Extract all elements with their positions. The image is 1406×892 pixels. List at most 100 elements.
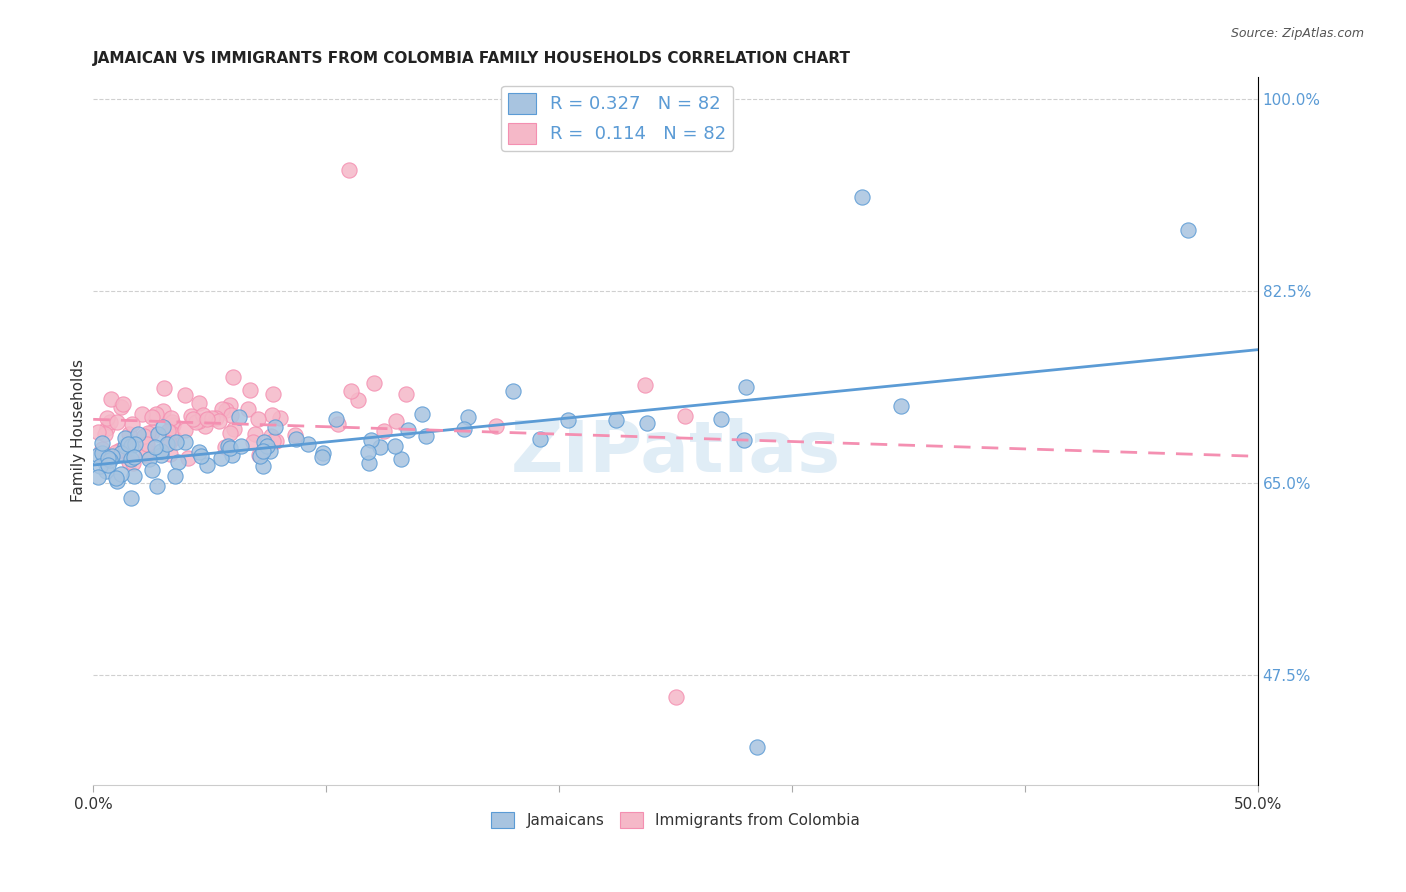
Point [264,434,287,448]
Point [311,450,333,465]
Point [190,449,212,463]
Point [157,424,180,438]
Point [177,450,200,465]
Point [101,449,124,463]
Point [262,434,284,448]
Point [194,419,217,434]
Point [262,386,284,401]
Point [105,415,128,429]
Point [385,413,408,427]
Point [97,451,120,466]
Point [219,441,242,455]
Point [411,408,433,422]
Point [90,442,112,457]
Point [118,455,141,469]
Point [675,409,697,423]
Point [211,401,233,416]
Point [735,380,758,394]
Point [221,369,243,384]
Point [141,463,163,477]
Point [132,429,155,443]
Point [284,433,307,447]
Point [453,422,475,436]
Point [246,412,269,426]
Point [160,415,183,429]
Point [284,428,307,442]
Text: ZIPatlas: ZIPatlas [510,417,841,486]
Point [851,190,873,204]
Point [120,491,142,505]
Point [239,383,262,397]
Point [124,450,146,464]
Point [485,419,508,434]
Point [260,429,283,443]
Point [229,439,252,453]
Point [605,413,627,427]
Point [112,397,135,411]
Point [149,448,172,462]
Point [135,443,157,458]
Point [733,433,755,447]
Point [152,420,174,434]
Point [253,435,276,450]
Point [262,408,284,422]
Point [188,396,211,410]
Point [710,411,733,425]
Point [373,424,395,438]
Point [145,407,167,421]
Point [457,409,479,424]
Point [159,447,181,461]
Point [264,420,287,434]
Point [173,388,195,402]
Point [159,410,181,425]
Point [94,464,117,478]
Point [340,384,363,399]
Point [195,458,218,472]
Point [208,414,231,428]
Point [105,471,128,485]
Point [117,436,139,450]
Point [94,426,117,441]
Point [209,450,232,465]
Point [215,402,238,417]
Point [219,425,242,440]
Point [96,458,118,472]
Point [107,474,129,488]
Point [326,417,349,431]
Point [415,429,437,443]
Point [114,431,136,445]
Point [357,456,380,470]
Point [325,412,347,426]
Point [269,411,291,425]
Point [127,427,149,442]
Point [357,444,380,458]
Point [135,437,157,451]
Point [297,437,319,451]
Point [188,414,211,428]
Point [174,423,197,437]
Text: Source: ZipAtlas.com: Source: ZipAtlas.com [1230,27,1364,40]
Point [236,401,259,416]
Point [108,442,131,457]
Y-axis label: Family Households: Family Households [72,359,86,502]
Point [228,409,250,424]
Point [160,425,183,440]
Point [242,434,264,449]
Point [96,410,118,425]
Point [252,458,274,473]
Point [152,404,174,418]
Legend: Jamaicans, Immigrants from Colombia: Jamaicans, Immigrants from Colombia [485,806,866,834]
Point [149,444,172,458]
Point [259,443,281,458]
Point [181,411,204,425]
Point [745,739,768,754]
Point [193,408,215,422]
Point [87,448,110,462]
Point [396,423,419,437]
Point [214,441,236,455]
Text: JAMAICAN VS IMMIGRANTS FROM COLOMBIA FAMILY HOUSEHOLDS CORRELATION CHART: JAMAICAN VS IMMIGRANTS FROM COLOMBIA FAM… [93,51,851,66]
Point [124,437,146,451]
Point [167,455,190,469]
Point [502,384,524,399]
Point [174,435,197,450]
